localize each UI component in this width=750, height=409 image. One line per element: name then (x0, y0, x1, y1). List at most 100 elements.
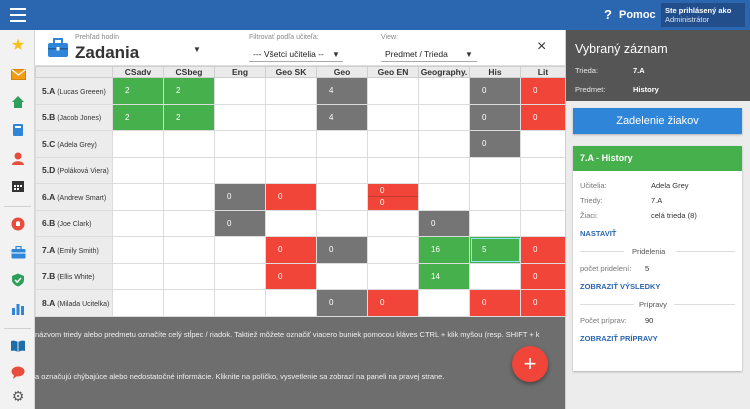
table-cell[interactable] (316, 183, 368, 211)
show-results-link[interactable]: ZOBRAZIŤ VÝSLEDKY (580, 282, 661, 291)
set-link[interactable]: NASTAVIŤ (580, 229, 617, 238)
table-cell[interactable]: 0 (469, 77, 521, 105)
table-cell[interactable] (367, 156, 419, 184)
user-info[interactable]: Ste prihlásený ako Administrátor (661, 3, 745, 27)
help-link[interactable]: Pomoc (619, 9, 656, 21)
table-cell[interactable]: 2 (112, 103, 164, 131)
column-header[interactable]: Geo SK (265, 66, 317, 78)
table-cell[interactable]: 0 (214, 183, 266, 211)
table-cell[interactable] (265, 77, 317, 105)
table-cell[interactable] (520, 130, 565, 158)
table-cell[interactable] (367, 262, 419, 290)
table-cell[interactable] (418, 156, 470, 184)
table-cell[interactable] (520, 156, 565, 184)
table-cell[interactable] (265, 209, 317, 237)
table-cell[interactable]: 0 (520, 77, 565, 105)
table-cell[interactable]: 2 (112, 77, 164, 105)
table-cell[interactable] (214, 289, 266, 317)
table-cell[interactable] (469, 156, 521, 184)
table-cell[interactable] (214, 103, 266, 131)
table-cell[interactable]: 2 (163, 103, 215, 131)
row-header[interactable]: 5.C (Adela Grey) (35, 130, 113, 158)
table-cell[interactable]: 0 (469, 103, 521, 131)
hand-icon[interactable] (10, 216, 26, 232)
table-cell[interactable] (418, 289, 470, 317)
table-cell[interactable] (265, 130, 317, 158)
column-header[interactable]: Lit (520, 66, 565, 78)
table-cell[interactable]: 0 (265, 236, 317, 264)
table-cell[interactable] (367, 236, 419, 264)
row-header[interactable]: 8.A (Milada Ucitelka) (35, 289, 113, 317)
column-header[interactable]: CSbeg (163, 66, 215, 78)
table-cell[interactable]: 0 (316, 289, 368, 317)
table-cell[interactable] (163, 289, 215, 317)
table-cell[interactable]: 2 (163, 77, 215, 105)
bar-chart-icon[interactable] (10, 300, 26, 316)
table-cell[interactable] (112, 289, 164, 317)
table-cell[interactable] (367, 103, 419, 131)
view-caret-icon[interactable]: ▼ (465, 50, 473, 59)
title-dropdown-caret-icon[interactable]: ▼ (193, 45, 201, 54)
table-cell[interactable] (112, 130, 164, 158)
table-cell[interactable]: 0 (367, 289, 419, 317)
table-cell[interactable] (469, 183, 521, 211)
table-cell[interactable]: 0 (520, 262, 565, 290)
table-cell[interactable]: 4 (316, 103, 368, 131)
table-cell[interactable] (469, 209, 521, 237)
column-header[interactable]: Geo (316, 66, 368, 78)
table-cell[interactable] (163, 183, 215, 211)
row-header[interactable]: 6.B (Joe Clark) (35, 209, 113, 237)
column-header[interactable]: Geography. (418, 66, 470, 78)
table-cell[interactable] (112, 209, 164, 237)
help-icon[interactable]: ? (604, 7, 612, 22)
column-header[interactable]: CSadv (112, 66, 164, 78)
table-cell[interactable] (367, 77, 419, 105)
table-cell[interactable] (163, 156, 215, 184)
table-cell[interactable] (112, 156, 164, 184)
row-header[interactable]: 7.B (Ellis White) (35, 262, 113, 290)
assign-students-button[interactable]: Zadelenie žiakov (573, 108, 742, 134)
table-cell[interactable]: 0 (265, 262, 317, 290)
table-cell[interactable] (469, 262, 521, 290)
table-cell[interactable] (418, 103, 470, 131)
row-header[interactable]: 5.A (Lucas Greeen) (35, 77, 113, 105)
table-cell[interactable]: 0 (520, 236, 565, 264)
table-cell[interactable] (214, 77, 266, 105)
table-cell[interactable]: 4 (316, 77, 368, 105)
table-cell[interactable]: 0 (520, 289, 565, 317)
table-cell[interactable] (265, 289, 317, 317)
add-button[interactable]: + (512, 346, 548, 382)
table-cell[interactable] (214, 156, 266, 184)
briefcase-icon[interactable] (10, 244, 26, 260)
open-book-icon[interactable] (10, 338, 26, 354)
table-cell[interactable] (418, 130, 470, 158)
table-cell[interactable]: 0 (418, 209, 470, 237)
table-cell[interactable] (163, 262, 215, 290)
table-cell[interactable] (214, 236, 266, 264)
table-cell[interactable] (112, 236, 164, 264)
calendar-icon[interactable] (10, 178, 26, 194)
page-title[interactable]: Zadania (75, 43, 140, 62)
table-cell[interactable] (316, 156, 368, 184)
table-cell[interactable] (316, 262, 368, 290)
table-cell[interactable]: 0 (265, 183, 317, 211)
table-cell[interactable] (265, 103, 317, 131)
row-header[interactable]: 6.A (Andrew Smart) (35, 183, 113, 211)
table-cell[interactable] (367, 209, 419, 237)
table-cell[interactable] (316, 130, 368, 158)
table-cell[interactable] (520, 183, 565, 211)
table-cell[interactable] (418, 77, 470, 105)
table-cell[interactable] (520, 209, 565, 237)
table-cell[interactable] (112, 262, 164, 290)
table-cell[interactable]: 14 (418, 262, 470, 290)
book-icon[interactable] (10, 122, 26, 138)
close-icon[interactable]: × (537, 38, 547, 55)
teacher-filter-caret-icon[interactable]: ▼ (332, 50, 340, 59)
view-select[interactable]: Predmet / Trieda (385, 49, 448, 59)
row-header[interactable]: 5.D (Poláková Viera) (35, 156, 113, 184)
table-cell[interactable] (418, 183, 470, 211)
table-cell[interactable] (265, 156, 317, 184)
row-header[interactable]: 7.A (Emily Smith) (35, 236, 113, 264)
table-cell[interactable] (214, 262, 266, 290)
